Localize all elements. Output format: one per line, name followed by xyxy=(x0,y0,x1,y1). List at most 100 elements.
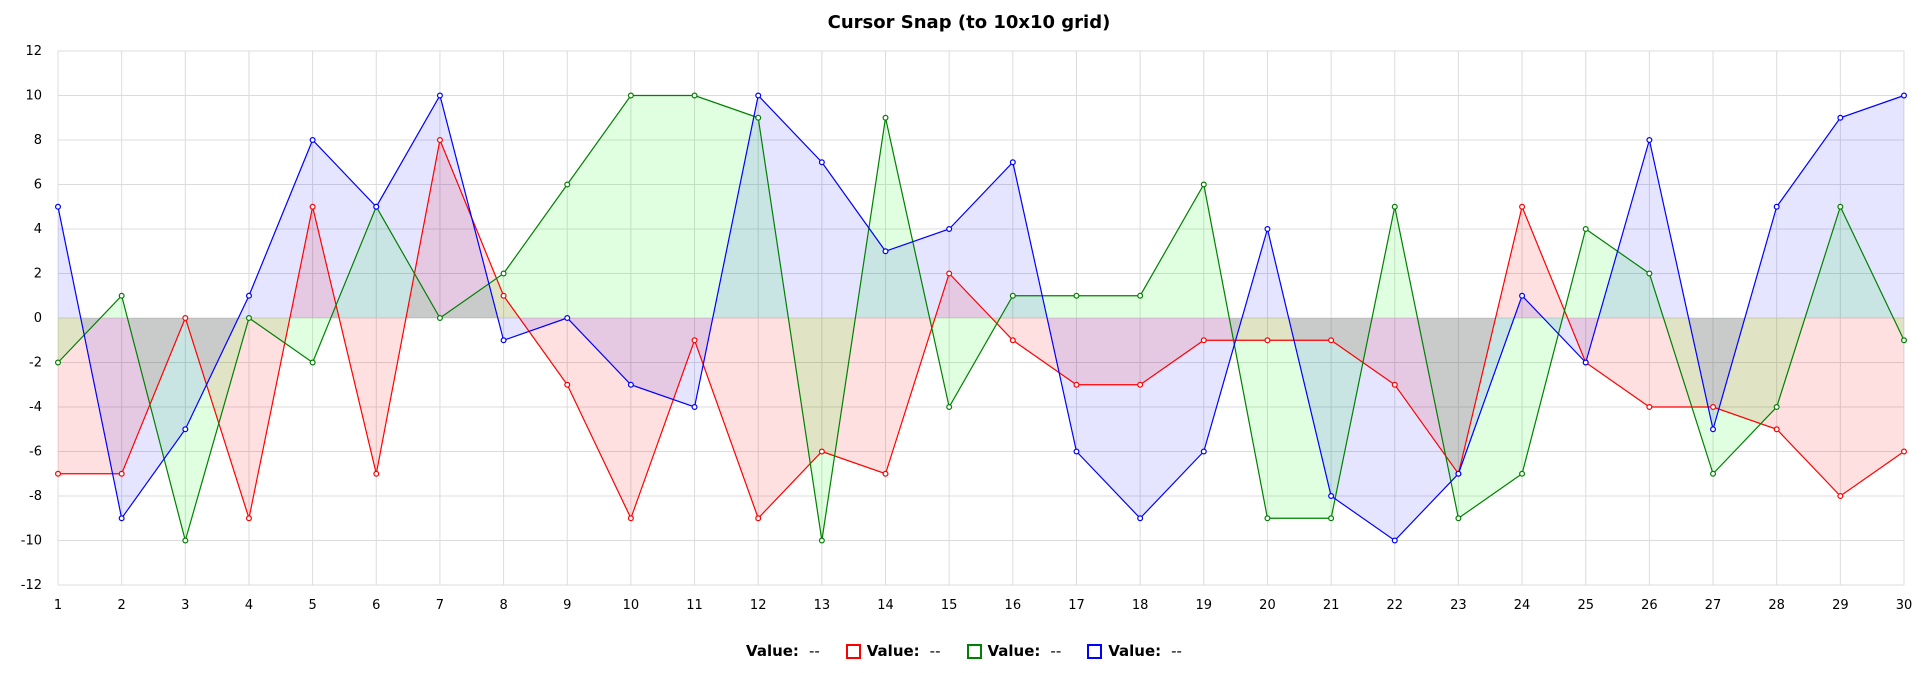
data-point[interactable] xyxy=(755,114,762,121)
data-point[interactable] xyxy=(1073,292,1080,299)
data-point[interactable] xyxy=(118,292,125,299)
data-point[interactable] xyxy=(1900,92,1907,99)
data-point[interactable] xyxy=(1455,515,1462,522)
data-point[interactable] xyxy=(54,470,61,477)
data-point[interactable] xyxy=(436,92,443,99)
data-point[interactable] xyxy=(755,92,762,99)
data-point[interactable] xyxy=(1009,292,1016,299)
data-point[interactable] xyxy=(1646,404,1653,411)
data-point[interactable] xyxy=(946,226,953,233)
data-point[interactable] xyxy=(1200,181,1207,188)
data-point[interactable] xyxy=(245,315,252,322)
data-point[interactable] xyxy=(627,515,634,522)
legend-item-green[interactable]: Value: -- xyxy=(966,642,1061,660)
data-point[interactable] xyxy=(54,359,61,366)
data-point[interactable] xyxy=(1773,203,1780,210)
data-point[interactable] xyxy=(1837,493,1844,500)
data-point[interactable] xyxy=(1710,470,1717,477)
data-point[interactable] xyxy=(564,315,571,322)
data-point[interactable] xyxy=(564,181,571,188)
x-tick-label: 15 xyxy=(941,598,958,613)
data-point[interactable] xyxy=(1582,226,1589,233)
series-lines xyxy=(57,93,1905,543)
data-point[interactable] xyxy=(1200,337,1207,344)
data-point[interactable] xyxy=(436,137,443,144)
data-point[interactable] xyxy=(1900,337,1907,344)
data-point[interactable] xyxy=(1009,337,1016,344)
data-point[interactable] xyxy=(564,381,571,388)
y-tick-label: -12 xyxy=(21,578,42,593)
data-point[interactable] xyxy=(54,203,61,210)
data-point[interactable] xyxy=(1582,359,1589,366)
data-point[interactable] xyxy=(309,359,316,366)
data-point[interactable] xyxy=(1710,426,1717,433)
data-point[interactable] xyxy=(1328,515,1335,522)
data-point[interactable] xyxy=(818,159,825,166)
data-point[interactable] xyxy=(118,470,125,477)
data-point[interactable] xyxy=(1519,203,1526,210)
data-point[interactable] xyxy=(1391,203,1398,210)
data-point[interactable] xyxy=(1137,292,1144,299)
y-tick-label: -8 xyxy=(29,489,42,504)
data-point[interactable] xyxy=(1264,226,1271,233)
data-point[interactable] xyxy=(946,270,953,277)
y-tick-label: -10 xyxy=(21,534,42,549)
data-point[interactable] xyxy=(1773,404,1780,411)
legend-item-blue[interactable]: Value: -- xyxy=(1087,642,1182,660)
data-point[interactable] xyxy=(1837,203,1844,210)
data-point[interactable] xyxy=(882,114,889,121)
data-point[interactable] xyxy=(1391,381,1398,388)
data-point[interactable] xyxy=(882,248,889,255)
data-point[interactable] xyxy=(1900,448,1907,455)
data-point[interactable] xyxy=(691,337,698,344)
data-point[interactable] xyxy=(1328,493,1335,500)
data-point[interactable] xyxy=(1328,337,1335,344)
data-point[interactable] xyxy=(1073,381,1080,388)
data-point[interactable] xyxy=(627,381,634,388)
data-point[interactable] xyxy=(1519,292,1526,299)
data-point[interactable] xyxy=(1391,537,1398,544)
data-point[interactable] xyxy=(309,203,316,210)
data-point[interactable] xyxy=(691,92,698,99)
data-point[interactable] xyxy=(1455,470,1462,477)
data-point[interactable] xyxy=(500,337,507,344)
data-point[interactable] xyxy=(245,515,252,522)
data-point[interactable] xyxy=(1137,515,1144,522)
data-point[interactable] xyxy=(1837,114,1844,121)
data-point[interactable] xyxy=(500,270,507,277)
data-point[interactable] xyxy=(373,203,380,210)
data-point[interactable] xyxy=(118,515,125,522)
data-point[interactable] xyxy=(1073,448,1080,455)
data-point[interactable] xyxy=(1710,404,1717,411)
data-point[interactable] xyxy=(946,404,953,411)
legend-item-red[interactable]: Value: -- xyxy=(845,642,941,660)
data-point[interactable] xyxy=(1264,337,1271,344)
data-point[interactable] xyxy=(1519,470,1526,477)
y-axis-ticks: 12 10 8 6 4 2 0 -2 -4 -6 -8 -10 -12 xyxy=(21,44,42,593)
data-point[interactable] xyxy=(245,292,252,299)
data-point[interactable] xyxy=(882,470,889,477)
data-point[interactable] xyxy=(309,137,316,144)
data-point[interactable] xyxy=(1264,515,1271,522)
data-point[interactable] xyxy=(373,470,380,477)
data-point[interactable] xyxy=(818,448,825,455)
data-point[interactable] xyxy=(755,515,762,522)
data-point[interactable] xyxy=(691,404,698,411)
data-point[interactable] xyxy=(1646,270,1653,277)
data-point[interactable] xyxy=(1646,137,1653,144)
data-point[interactable] xyxy=(1200,448,1207,455)
data-point[interactable] xyxy=(436,315,443,322)
data-point[interactable] xyxy=(818,537,825,544)
data-point[interactable] xyxy=(500,292,507,299)
data-point[interactable] xyxy=(1009,159,1016,166)
data-point[interactable] xyxy=(182,537,189,544)
legend-swatch[interactable] xyxy=(845,643,861,659)
data-point[interactable] xyxy=(182,315,189,322)
data-point[interactable] xyxy=(182,426,189,433)
x-tick-label: 10 xyxy=(623,598,640,613)
data-point[interactable] xyxy=(1137,381,1144,388)
data-point[interactable] xyxy=(1773,426,1780,433)
data-point[interactable] xyxy=(627,92,634,99)
legend-swatch[interactable] xyxy=(966,643,982,659)
legend-swatch[interactable] xyxy=(1087,643,1103,659)
